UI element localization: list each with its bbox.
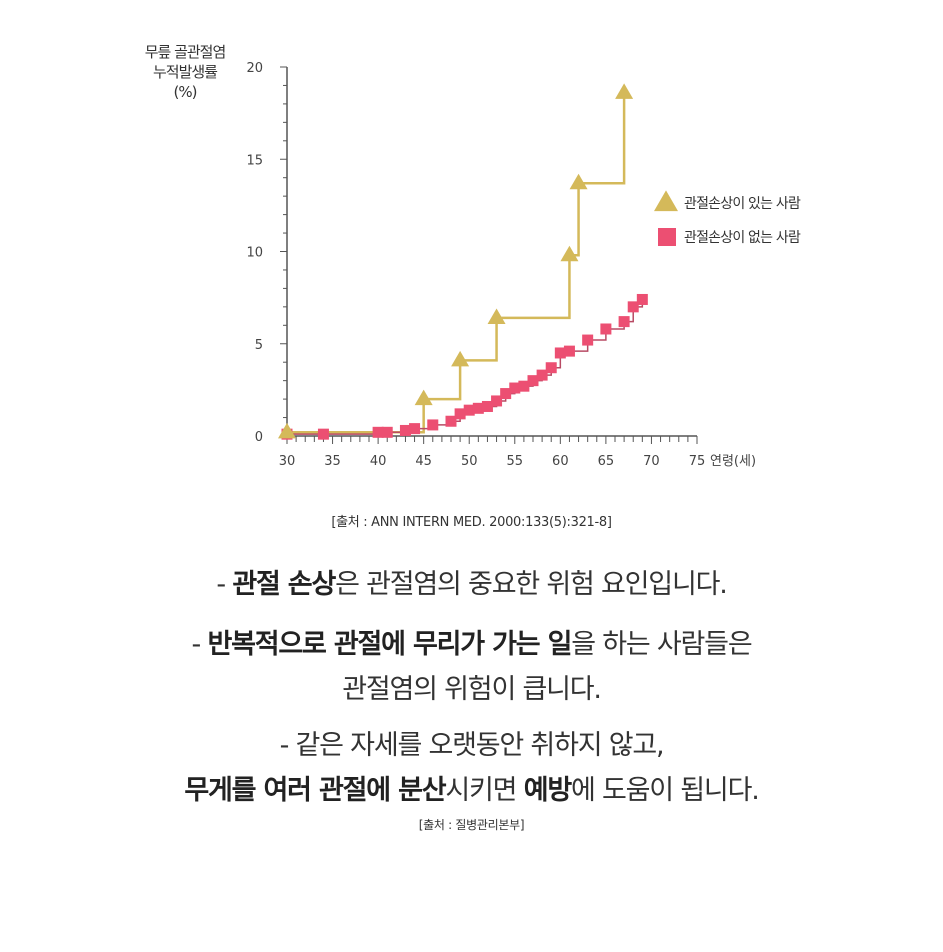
square-marker [563, 345, 575, 357]
triangle-marker [487, 308, 506, 324]
text-bold: 예방 [523, 775, 572, 806]
x-tick-label: 65 [598, 454, 615, 469]
x-axis-label: 연령(세) [710, 454, 756, 469]
square-marker [381, 426, 393, 438]
square-marker [636, 293, 648, 305]
square-marker [399, 424, 411, 436]
text-line-2: - 반복적으로 관절에 무리가 가는 일을 하는 사람들은 [0, 622, 943, 661]
square-marker [545, 362, 557, 374]
x-tick-label: 45 [415, 454, 432, 469]
square-marker [409, 423, 421, 435]
y-axis-label-line: 무릎 골관절염 [144, 43, 227, 61]
y-tick-label: 10 [246, 246, 263, 261]
square-marker [536, 369, 548, 381]
square-marker [618, 316, 630, 328]
x-tick-label: 40 [370, 454, 387, 469]
square-marker [481, 400, 493, 412]
y-tick-label: 20 [246, 61, 263, 76]
x-tick-label: 35 [324, 454, 341, 469]
text-plain: - [216, 569, 233, 600]
square-marker [509, 382, 521, 394]
y-tick-label: 15 [246, 153, 263, 168]
triangle-marker [615, 83, 634, 99]
y-tick-label: 5 [255, 338, 263, 353]
square-marker [518, 380, 530, 392]
text-line-1: - 관절 손상은 관절염의 중요한 위험 요인입니다. [0, 562, 943, 601]
square-marker [554, 347, 566, 359]
triangle-marker [451, 350, 470, 367]
y-axis-label: 무릎 골관절염 누적발생률 (%) [120, 42, 250, 102]
text-plain: 에 도움이 됩니다. [570, 775, 760, 806]
text-line-5: 무게를 여러 관절에 분산시키면 예방에 도움이 됩니다. [0, 768, 943, 807]
square-marker [582, 334, 594, 346]
square-marker [427, 419, 439, 431]
chart-source: [출처 : ANN INTERN MED. 2000:133(5):321-8] [331, 515, 612, 530]
text-line-3: 관절염의 위험이 큽니다. [342, 674, 602, 705]
y-axis-label-line: 누적발생률 [152, 63, 218, 81]
text-plain: 을 하는 사람들은 [571, 629, 752, 660]
text-plain: - [191, 629, 208, 660]
x-tick-label: 55 [507, 454, 524, 469]
triangle-marker [569, 173, 588, 190]
y-axis-label-line: (%) [173, 83, 198, 101]
square-marker [372, 426, 384, 438]
text-plain: 은 관절염의 중요한 위험 요인입니다. [335, 569, 728, 600]
legend-label: 관절손상이 있는 사람 [684, 196, 801, 212]
square-marker [317, 428, 329, 440]
square-marker [500, 388, 512, 400]
x-tick-label: 70 [643, 454, 660, 469]
x-tick-label: 60 [552, 454, 569, 469]
square-marker [445, 415, 457, 427]
x-tick-label: 30 [279, 454, 296, 469]
text-line-4: - 같은 자세를 오랫동안 취하지 않고, [279, 730, 665, 761]
triangle-marker [278, 422, 296, 439]
square-marker [472, 402, 484, 414]
square-marker [658, 228, 676, 246]
text-plain: 시키면 [445, 775, 524, 806]
triangle-marker [560, 245, 579, 262]
x-tick-label: 75 [689, 454, 706, 469]
square-marker [463, 404, 475, 416]
text-bold: 관절 손상 [232, 569, 336, 600]
legend-label: 관절손상이 없는 사람 [684, 230, 801, 246]
square-marker [454, 408, 466, 420]
square-marker [491, 395, 503, 407]
square-marker [527, 375, 539, 387]
x-tick-label: 50 [461, 454, 478, 469]
square-marker [627, 301, 639, 313]
series-line-injured [287, 92, 626, 434]
triangle-marker [654, 190, 678, 212]
text-bold: 반복적으로 관절에 무리가 가는 일 [207, 629, 572, 660]
triangle-marker [414, 389, 433, 406]
incidence-chart: 0 5 10 15 20 30 35 40 45 50 55 60 65 70 75 연령(세) 관절손상이 … [246, 61, 802, 469]
text-source: [출처 : 질병관리본부] [418, 818, 525, 832]
square-marker [600, 323, 612, 335]
text-bold: 무게를 여러 관절에 분산 [184, 775, 446, 806]
chart-series [278, 83, 648, 440]
y-tick-label: 0 [255, 430, 263, 445]
chart-axes: 0 5 10 15 20 30 35 40 45 50 55 60 65 70 75 연령(세) [246, 61, 756, 469]
